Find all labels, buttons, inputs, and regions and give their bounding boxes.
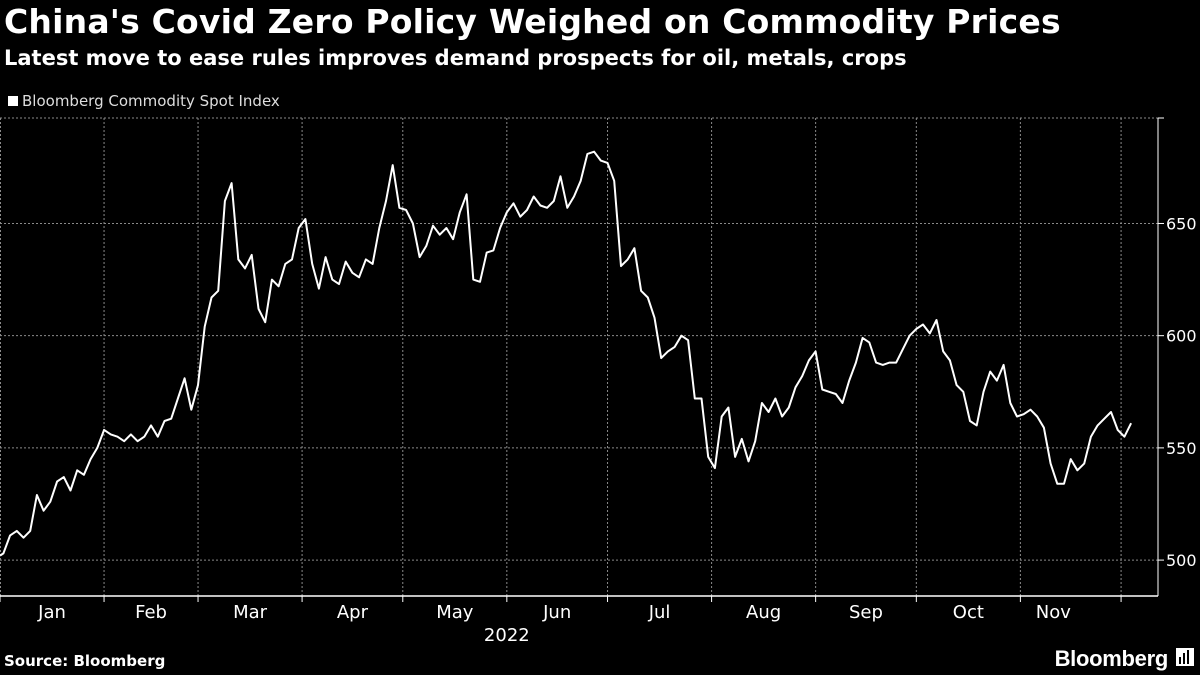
source-note: Source: Bloomberg [4,652,166,670]
legend: Bloomberg Commodity Spot Index [8,92,280,110]
chart-subtitle: Latest move to ease rules improves deman… [4,46,907,70]
x-tick-label: Feb [135,602,167,623]
x-tick-label: Oct [953,602,984,623]
legend-label: Bloomberg Commodity Spot Index [22,92,280,110]
x-tick-label: Jan [37,602,66,623]
y-tick-label: 650 [1166,214,1197,233]
x-tick-label: Jul [648,602,671,623]
x-tick-label: Mar [233,602,268,623]
bloomberg-logo-text: Bloomberg [1054,646,1169,671]
x-tick-label: May [436,602,474,623]
chart-title: China's Covid Zero Policy Weighed on Com… [4,2,1061,41]
x-tick-label: Sep [849,602,883,623]
x-tick-label: Nov [1036,602,1071,623]
bloomberg-chart-icon [1176,648,1194,666]
x-axis-year-label: 2022 [484,625,530,646]
y-tick-label: 550 [1166,439,1197,458]
axis-layer: 500 550 600 650 Jan Feb Mar Apr May Jun Jul Aug Sep O… [0,117,1197,646]
x-tick-label: Jun [542,602,571,623]
y-tick-label: 500 [1166,551,1197,570]
series-line [0,150,1132,557]
x-tick-label: Apr [337,602,369,623]
x-tick-label: Aug [746,602,781,623]
grid-layer [0,117,1158,596]
y-tick-label: 600 [1166,327,1197,346]
legend-swatch [8,96,18,106]
series-layer [0,150,1132,557]
